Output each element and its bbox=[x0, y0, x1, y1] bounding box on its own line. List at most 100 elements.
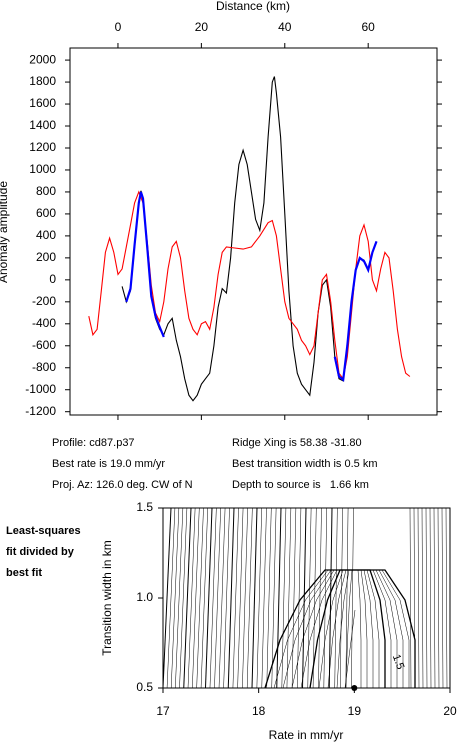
y-tick-label: 1.5 bbox=[136, 500, 153, 514]
y-tick-label: 2000 bbox=[29, 52, 56, 66]
contour-line bbox=[297, 507, 302, 689]
y-tick-label: 400 bbox=[36, 228, 56, 242]
contour-line bbox=[251, 507, 258, 689]
contour-line bbox=[175, 507, 184, 689]
contour-line bbox=[187, 507, 196, 689]
contour-line bbox=[437, 507, 440, 689]
contour-line bbox=[421, 507, 424, 689]
contour-line bbox=[264, 569, 416, 689]
x-tick-label: 18 bbox=[252, 704, 266, 718]
contour-line bbox=[237, 507, 244, 689]
contour-line bbox=[205, 507, 213, 689]
top-frame bbox=[69, 47, 438, 416]
contour-line bbox=[266, 507, 272, 689]
x-tick-label: 60 bbox=[362, 20, 376, 34]
y-tick-label: -800 bbox=[32, 360, 56, 374]
y-tick-label: -400 bbox=[32, 316, 56, 330]
y-tick-label: 1000 bbox=[29, 162, 56, 176]
contour-line bbox=[345, 507, 349, 689]
contour-line bbox=[291, 507, 297, 689]
x-tick-label: 17 bbox=[156, 704, 170, 718]
contour-line bbox=[209, 507, 217, 689]
info-text: Profile: cd87.p37 bbox=[52, 437, 135, 449]
y-tick-label: -1000 bbox=[25, 382, 56, 396]
contour-line bbox=[323, 507, 327, 689]
data-line bbox=[125, 191, 165, 338]
y-tick-label: 1.0 bbox=[136, 590, 153, 604]
info-text: Proj. Az: 126.0 deg. CW of N bbox=[52, 479, 193, 491]
y-tick-label: -600 bbox=[32, 338, 56, 352]
x-tick-label: 20 bbox=[195, 20, 209, 34]
y-tick-label: 800 bbox=[36, 184, 56, 198]
y-axis-title: Anomaly amplitude bbox=[0, 181, 10, 283]
data-line bbox=[333, 241, 378, 382]
side-title: best fit bbox=[6, 567, 42, 579]
y-tick-label: 1600 bbox=[29, 96, 56, 110]
contour-line bbox=[271, 507, 277, 689]
x-tick-label: 0 bbox=[115, 20, 122, 34]
contour-line bbox=[179, 507, 188, 689]
contour-line bbox=[312, 507, 317, 689]
info-text: Best transition width is 0.5 km bbox=[232, 458, 378, 470]
best-fit-point bbox=[351, 685, 358, 691]
y-tick-label: 0.5 bbox=[136, 680, 153, 694]
y-tick-label: 0 bbox=[49, 272, 56, 286]
y-tick-label: 1200 bbox=[29, 140, 56, 154]
data-line bbox=[88, 190, 411, 381]
contour-line bbox=[218, 507, 226, 689]
contour-line bbox=[232, 507, 239, 689]
contour-line bbox=[286, 507, 292, 689]
y-axis-title: Transition width in km bbox=[100, 540, 114, 656]
y-tick-label: 1800 bbox=[29, 74, 56, 88]
contour-line bbox=[344, 609, 365, 689]
contour-line bbox=[223, 507, 230, 689]
contour-line bbox=[200, 507, 208, 689]
contour-line bbox=[307, 507, 312, 689]
contour-line bbox=[196, 507, 204, 689]
contour-line bbox=[183, 507, 192, 689]
x-tick-label: 40 bbox=[278, 20, 292, 34]
contour-line bbox=[192, 507, 200, 689]
contour-line bbox=[345, 569, 362, 689]
contour-line bbox=[281, 507, 287, 689]
x-axis-title: Rate in mm/yr bbox=[269, 728, 344, 742]
contour-line bbox=[441, 507, 444, 689]
contour-label: 1.5 bbox=[390, 653, 407, 671]
contour-line bbox=[409, 507, 412, 689]
contour-line bbox=[433, 507, 436, 689]
side-title: fit divided by bbox=[6, 546, 75, 558]
contour-line bbox=[334, 507, 338, 689]
contour-line bbox=[328, 507, 333, 689]
data-line bbox=[121, 76, 378, 402]
y-tick-label: -1200 bbox=[25, 404, 56, 418]
contour-line bbox=[445, 507, 448, 689]
contour-line bbox=[291, 569, 398, 689]
y-tick-label: 600 bbox=[36, 206, 56, 220]
contour-line bbox=[413, 507, 416, 689]
contour-line bbox=[425, 507, 428, 689]
x-tick-label: 19 bbox=[348, 704, 362, 718]
contour-line bbox=[170, 507, 180, 689]
contour-line bbox=[276, 507, 282, 689]
contour-line bbox=[318, 507, 322, 689]
contour-line bbox=[256, 507, 262, 689]
contour-line bbox=[417, 507, 420, 689]
contour-line bbox=[302, 507, 307, 689]
contour-line bbox=[246, 507, 253, 689]
contour-line bbox=[242, 507, 248, 689]
y-tick-label: 200 bbox=[36, 250, 56, 264]
x-tick-label: 20 bbox=[443, 704, 457, 718]
info-text: Best rate is 19.0 mm/yr bbox=[52, 458, 165, 470]
y-tick-label: 1400 bbox=[29, 118, 56, 132]
y-tick-label: -200 bbox=[32, 294, 56, 308]
contour-line bbox=[339, 507, 343, 689]
side-title: Least-squares bbox=[6, 525, 81, 537]
contour-line bbox=[227, 507, 235, 689]
contour-line bbox=[261, 507, 267, 689]
info-text: Ridge Xing is 58.38 -31.80 bbox=[232, 437, 362, 449]
contour-line bbox=[351, 507, 354, 689]
contour-line bbox=[429, 507, 432, 689]
x-axis-title: Distance (km) bbox=[216, 0, 290, 13]
